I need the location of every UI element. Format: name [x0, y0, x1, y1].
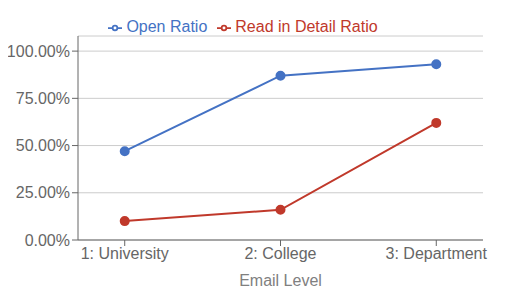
html-text:Read in Detail Ratio: Read in Detail Ratio	[235, 18, 378, 35]
svg-text:100.00%: 100.00%	[8, 43, 70, 60]
svg-text:50.00%: 50.00%	[16, 137, 70, 154]
svg-text:1: University: 1: University	[81, 245, 169, 262]
html-text:Open Ratio: Open Ratio	[126, 18, 208, 35]
svg-text:3: Department: 3: Department	[386, 245, 488, 262]
svg-text:Email Level: Email Level	[239, 272, 322, 289]
svg-text:25.00%: 25.00%	[16, 184, 70, 201]
svg-text:75.00%: 75.00%	[16, 90, 70, 107]
svg-text:0.00%: 0.00%	[25, 232, 70, 249]
svg-text:2: College: 2: College	[244, 245, 316, 262]
